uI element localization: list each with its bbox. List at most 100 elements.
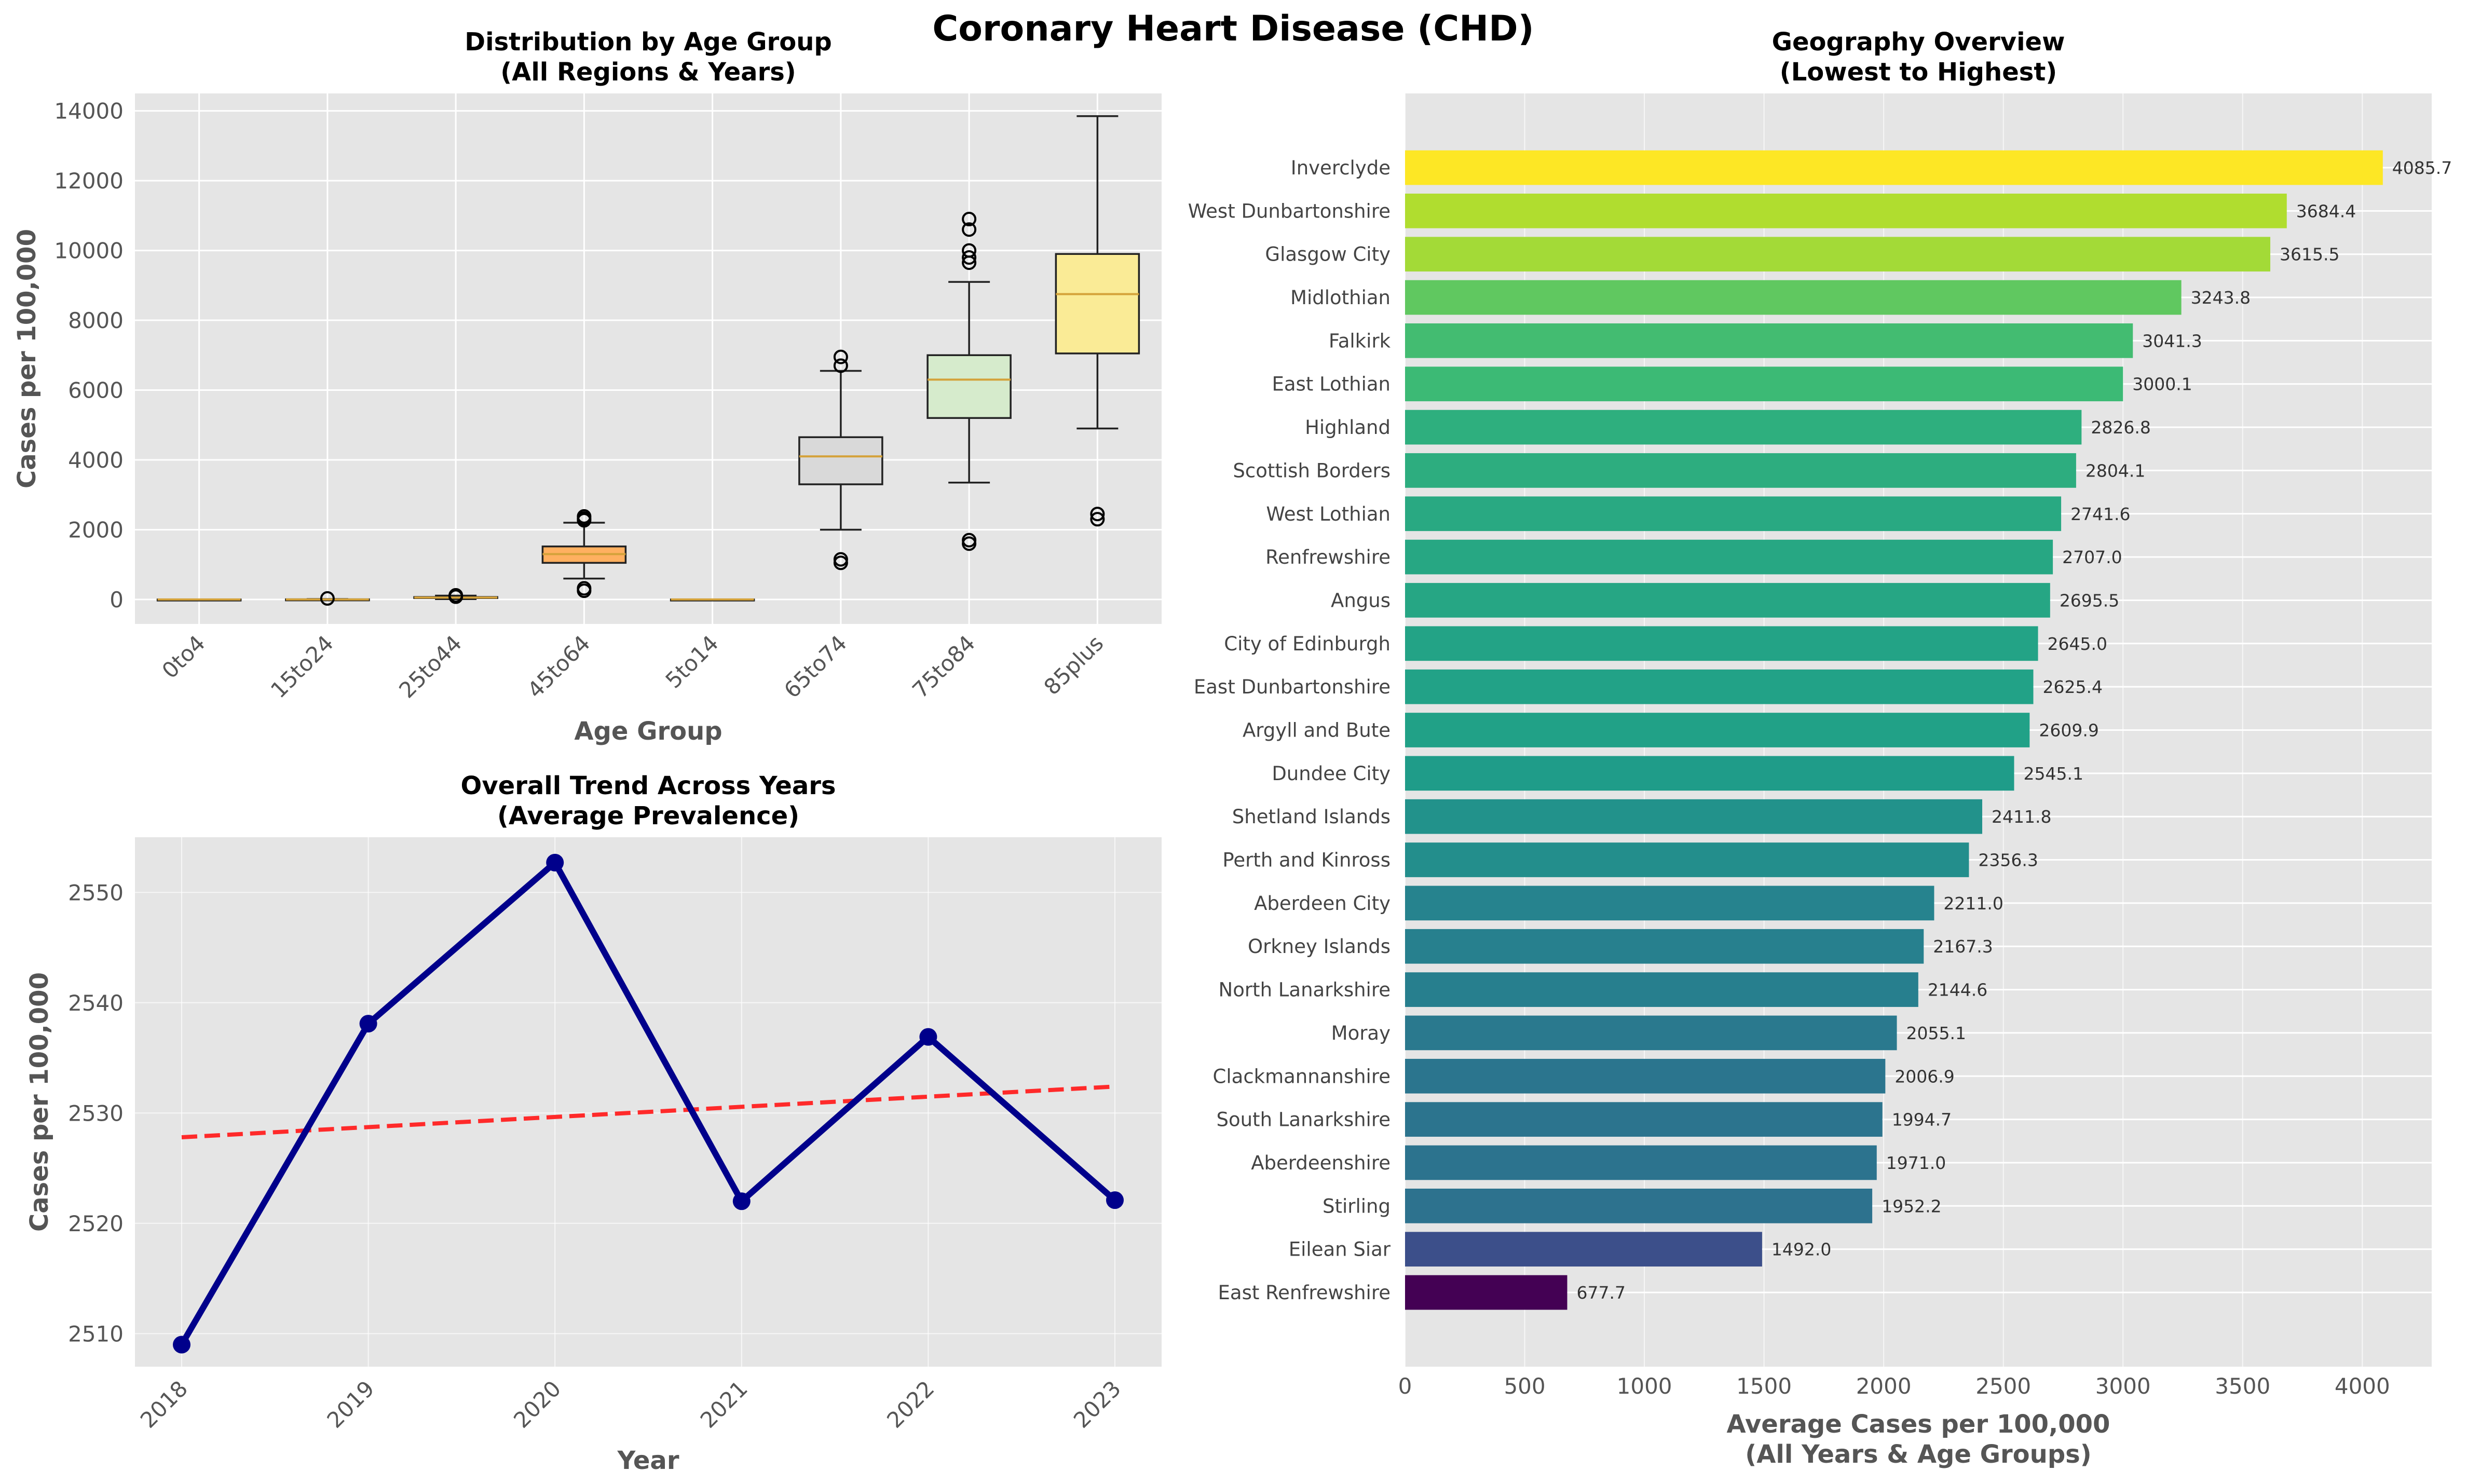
geography-bar-value-label: 3041.3 — [2142, 331, 2202, 351]
geography-y-tick-label: Shetland Islands — [1232, 806, 1391, 828]
trend-series-line — [179, 859, 1117, 1346]
boxplot-y-tick-label: 12000 — [54, 168, 124, 194]
geography-bar — [1405, 150, 2383, 185]
geography-y-tick-label: Aberdeen City — [1254, 892, 1391, 915]
geography-y-tick-label: Angus — [1331, 589, 1391, 611]
geography-y-tick-label: Falkirk — [1329, 330, 1391, 352]
boxplot-outlier — [833, 358, 848, 373]
trend-y-tick-label: 2540 — [68, 990, 124, 1016]
trend-y-axis-label: Cases per 100,000 — [25, 972, 54, 1232]
geography-bar — [1405, 1058, 1886, 1094]
trend-data-point — [732, 1192, 751, 1210]
boxplot-box — [1055, 253, 1140, 355]
geography-bar — [1405, 237, 2271, 272]
boxplot-outlier — [962, 533, 977, 548]
geography-y-tick-label: East Lothian — [1272, 373, 1391, 396]
geography-bar-value-label: 2826.8 — [2091, 417, 2150, 438]
geography-y-tick-label: Stirling — [1323, 1195, 1391, 1217]
geography-bar — [1405, 669, 2034, 704]
trend-plot-area — [135, 837, 1162, 1367]
boxplot-y-tick-label: 14000 — [54, 99, 124, 124]
boxplot-outlier — [962, 243, 977, 258]
geography-x-tick-label: 2000 — [1856, 1373, 1912, 1399]
boxplot-y-tick-label: 0 — [110, 587, 124, 612]
geography-y-tick-label: Orkney Islands — [1248, 935, 1391, 958]
geography-bars: 4085.7 3684.4 3615.5 3243.8 3041.3 3000.1 2826… — [1405, 150, 2452, 1310]
boxplot-box — [926, 354, 1012, 419]
geography-y-tick-label: East Renfrewshire — [1218, 1282, 1391, 1304]
trend-regression-line — [181, 1084, 1115, 1139]
trend-title-line1: Overall Trend Across Years — [461, 771, 836, 800]
geography-bar-value-label: 1952.2 — [1882, 1196, 1941, 1216]
geography-y-tick-label: Highland — [1305, 416, 1391, 439]
geography-title-line1: Geography Overview — [1772, 28, 2065, 57]
geography-bar — [1405, 366, 2123, 402]
geography-bar-value-label: 1971.0 — [1886, 1153, 1946, 1173]
geography-bar — [1405, 1145, 1877, 1180]
geography-bar-value-label: 3000.1 — [2132, 374, 2192, 394]
geography-bar — [1405, 886, 1934, 921]
geography-bar-value-label: 2211.0 — [1943, 893, 2003, 914]
boxplot-box — [798, 436, 883, 485]
geography-bar — [1405, 1015, 1897, 1051]
boxplot-outlier — [577, 509, 592, 524]
boxplot-y-tick-label: 8000 — [68, 308, 124, 333]
geography-y-tick-label: Glasgow City — [1265, 243, 1391, 266]
geography-x-tick-label: 1500 — [1736, 1373, 1792, 1399]
suptitle: Coronary Heart Disease (CHD) — [932, 8, 1534, 49]
geography-bar-chart: 4085.7 3684.4 3615.5 3243.8 3041.3 3000.1 2826… — [1188, 28, 2452, 1469]
geography-bar-value-label: 2645.0 — [2048, 634, 2107, 654]
geography-bar-value-label: 2167.3 — [1933, 936, 1993, 957]
trend-marks — [173, 853, 1124, 1354]
boxplot-gridlines — [135, 93, 1162, 624]
geography-y-tick-label: South Lanarkshire — [1216, 1109, 1391, 1131]
geography-bar — [1405, 583, 2050, 618]
geography-y-tick-label: City of Edinburgh — [1224, 633, 1391, 655]
geography-bar-value-label: 4085.7 — [2392, 158, 2452, 178]
geography-bar — [1405, 972, 1918, 1007]
geography-y-tick-label: West Dunbartonshire — [1188, 200, 1391, 222]
geography-y-tick-label: Inverclyde — [1291, 157, 1391, 179]
trend-data-point — [919, 1028, 937, 1046]
boxplot-outlier — [962, 222, 977, 237]
geography-bar — [1405, 323, 2133, 358]
geography-y-tick-label: Midlothian — [1290, 287, 1391, 309]
geography-x-tick-label: 4000 — [2335, 1373, 2390, 1399]
trend-data-point — [359, 1015, 377, 1033]
geography-bar-value-label: 2707.0 — [2062, 547, 2122, 567]
geography-y-tick-label: Eilean Siar — [1289, 1238, 1391, 1261]
geography-x-tick-label: 3000 — [2095, 1373, 2151, 1399]
boxplot-y-tick-label: 4000 — [68, 447, 124, 473]
geography-y-tick-label: Dundee City — [1272, 763, 1391, 785]
boxplot-y-tick-label: 2000 — [68, 517, 124, 542]
boxplot-title-line1: Distribution by Age Group — [465, 28, 832, 57]
geography-y-tick-label: Moray — [1331, 1022, 1391, 1044]
geography-y-tick-label: East Dunbartonshire — [1194, 676, 1391, 698]
geography-y-tick-label: Argyll and Bute — [1243, 719, 1391, 742]
geography-bar — [1405, 756, 2014, 791]
trend-data-point — [1106, 1191, 1124, 1209]
geography-bar — [1405, 1188, 1873, 1223]
geography-bar-value-label: 2411.8 — [1992, 807, 2051, 827]
geography-x-tick-label: 1000 — [1617, 1373, 1672, 1399]
geography-ticks: 0 500 1000 1500 2000 2500 3000 3500 4000 Invercly… — [1188, 157, 2390, 1399]
geography-bar-value-label: 1492.0 — [1771, 1240, 1831, 1260]
boxplot-x-axis-label: Age Group — [574, 717, 722, 746]
geography-bar-value-label: 677.7 — [1576, 1283, 1625, 1303]
geography-bar — [1405, 1102, 1883, 1137]
boxplot-y-tick-label: 10000 — [54, 238, 124, 264]
geography-bar-value-label: 2144.6 — [1928, 980, 1987, 1000]
geography-x-tick-label: 2500 — [1975, 1373, 2031, 1399]
trend-title-line2: (Average Prevalence) — [497, 801, 799, 831]
trend-x-axis-label: Year — [617, 1446, 679, 1475]
geography-x-axis-label-line1: Average Cases per 100,000 — [1727, 1410, 2110, 1439]
geography-bar — [1405, 496, 2062, 532]
geography-x-tick-label: 500 — [1504, 1373, 1545, 1399]
boxplot-outlier — [962, 250, 977, 265]
geography-x-tick-label: 3500 — [2215, 1373, 2270, 1399]
boxplot-title-line2: (All Regions & Years) — [500, 58, 796, 87]
geography-bar-value-label: 2545.1 — [2023, 764, 2083, 784]
boxplot-outlier — [448, 588, 464, 603]
geography-bar — [1405, 799, 1983, 834]
